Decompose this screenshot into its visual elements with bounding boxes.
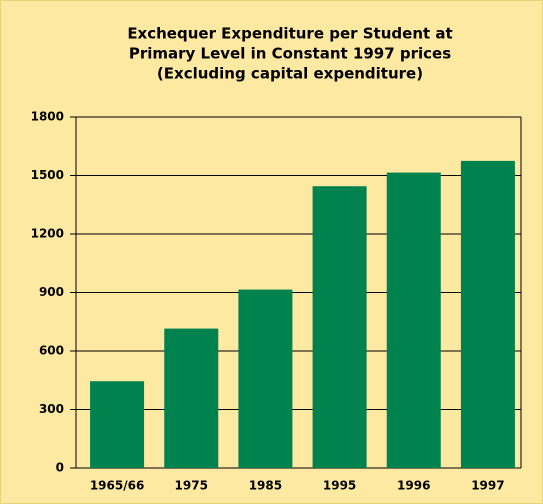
chart-title: (Excluding capital expenditure) xyxy=(157,65,423,83)
chart-title: Primary Level in Constant 1997 prices xyxy=(129,45,451,63)
bar xyxy=(460,160,515,468)
y-tick-label: 1500 xyxy=(31,168,64,182)
chart-title: Exchequer Expenditure per Student at xyxy=(127,25,452,43)
y-tick-label: 1800 xyxy=(31,110,64,124)
y-tick-label: 900 xyxy=(39,285,64,299)
x-tick-label: 1997 xyxy=(471,479,504,493)
bar xyxy=(312,186,367,468)
bar xyxy=(164,328,219,468)
bar xyxy=(386,172,441,468)
y-tick-label: 1200 xyxy=(31,227,64,241)
y-tick-label: 0 xyxy=(56,461,64,475)
bar xyxy=(90,381,145,468)
x-tick-label: 1975 xyxy=(175,479,208,493)
y-tick-label: 600 xyxy=(39,344,64,358)
x-tick-label: 1985 xyxy=(249,479,282,493)
bar xyxy=(238,289,293,468)
x-tick-label: 1995 xyxy=(323,479,356,493)
x-tick-label: 1965/66 xyxy=(90,479,144,493)
x-tick-label: 1996 xyxy=(397,479,430,493)
y-tick-label: 300 xyxy=(39,402,64,416)
